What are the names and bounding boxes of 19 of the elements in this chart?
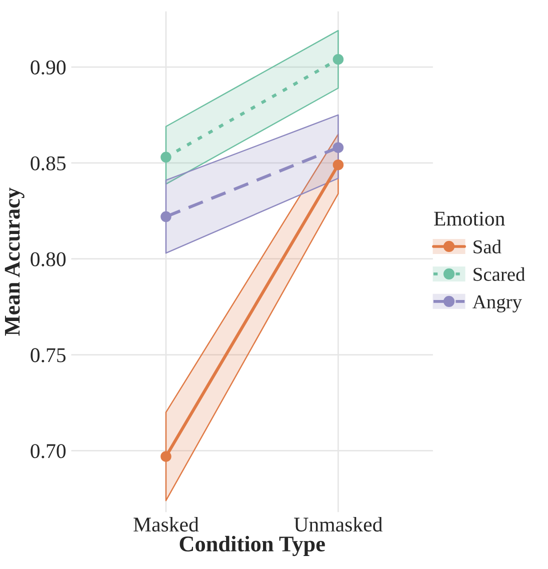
y-tick-label: 0.90 — [30, 60, 66, 75]
x-axis-title: Condition Type — [180, 536, 325, 556]
legend-title: Emotion — [434, 212, 505, 226]
point — [160, 211, 172, 222]
y-tick-label: 0.70 — [30, 444, 66, 458]
point — [160, 451, 172, 462]
x-tick-label: Masked — [134, 516, 199, 532]
point — [160, 152, 172, 163]
point — [332, 159, 344, 170]
legend-label: Scared — [474, 267, 526, 281]
y-tick-label: 0.80 — [30, 252, 66, 266]
y-axis-title: Mean Accuracy — [4, 188, 24, 336]
point — [332, 54, 344, 65]
y-tick-label: 0.85 — [30, 156, 66, 170]
y-tick-label: 0.75 — [30, 348, 66, 362]
legend-label: Angry — [472, 295, 522, 312]
point — [332, 142, 344, 153]
legend-label: Sad — [474, 240, 502, 254]
x-tick-label: Unmasked — [294, 516, 382, 532]
